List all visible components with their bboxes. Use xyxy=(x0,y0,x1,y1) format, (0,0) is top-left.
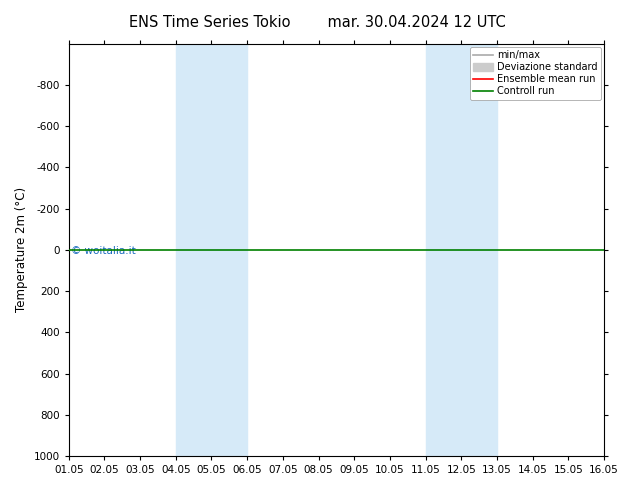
Bar xyxy=(425,44,497,456)
Bar xyxy=(176,44,247,456)
Text: © woitalia.it: © woitalia.it xyxy=(72,245,136,256)
Y-axis label: Temperature 2m (°C): Temperature 2m (°C) xyxy=(15,187,28,313)
Legend: min/max, Deviazione standard, Ensemble mean run, Controll run: min/max, Deviazione standard, Ensemble m… xyxy=(470,47,601,100)
Text: ENS Time Series Tokio        mar. 30.04.2024 12 UTC: ENS Time Series Tokio mar. 30.04.2024 12… xyxy=(129,15,505,30)
